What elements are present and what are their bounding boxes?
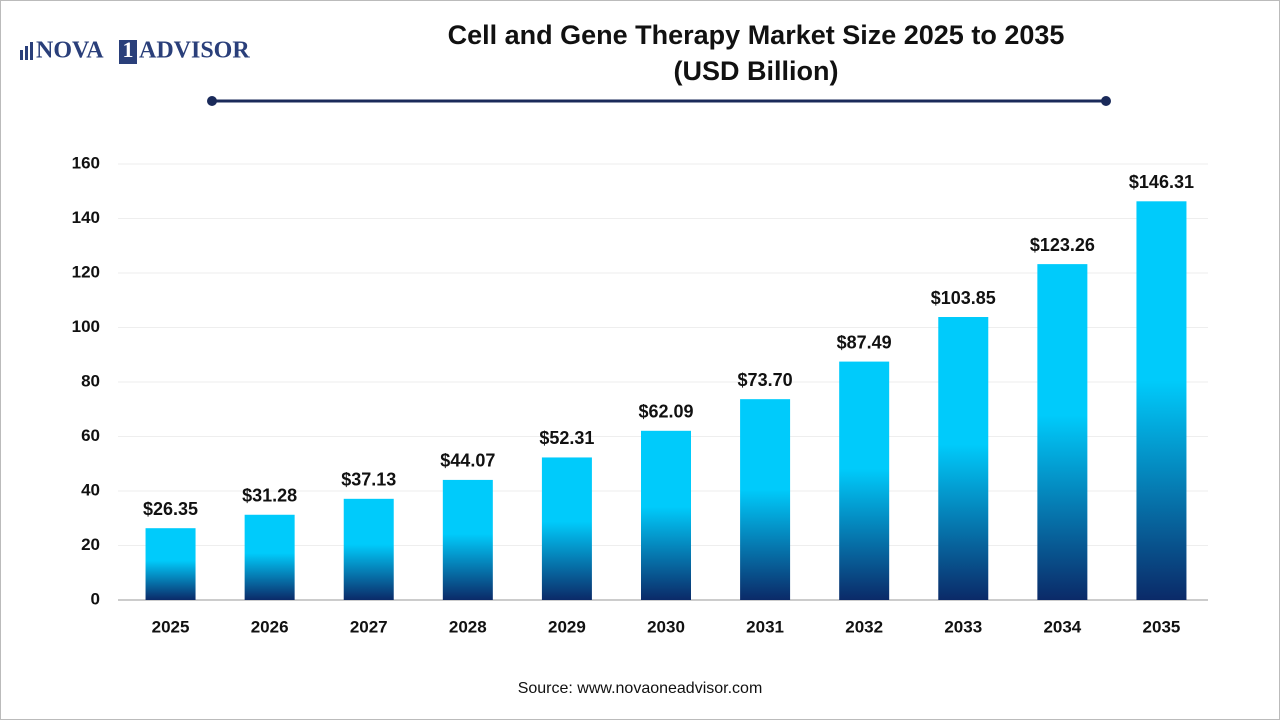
- value-label: $26.35: [143, 499, 198, 519]
- logo-icon: [30, 42, 33, 60]
- y-tick-label: 100: [72, 317, 100, 336]
- value-label: $123.26: [1030, 235, 1095, 255]
- value-label: $146.31: [1129, 172, 1194, 192]
- bar: [442, 479, 493, 600]
- value-label: $37.13: [341, 470, 396, 490]
- x-tick-label: 2028: [449, 617, 487, 636]
- value-label: $52.31: [539, 428, 594, 448]
- x-tick-label: 2030: [647, 617, 685, 636]
- bar: [839, 361, 890, 600]
- bar: [145, 528, 196, 600]
- title-rule-dot: [1101, 96, 1111, 106]
- x-tick-label: 2025: [152, 617, 190, 636]
- bar: [740, 399, 791, 600]
- chart-subtitle: (USD Billion): [674, 56, 839, 86]
- bar: [1136, 201, 1187, 601]
- x-tick-label: 2034: [1043, 617, 1081, 636]
- value-label: $103.85: [931, 288, 996, 308]
- value-label: $31.28: [242, 486, 297, 506]
- y-tick-label: 0: [91, 589, 100, 608]
- x-tick-label: 2032: [845, 617, 883, 636]
- bar: [938, 317, 989, 600]
- logo-text: 1: [123, 37, 134, 62]
- bar: [343, 498, 394, 600]
- value-label: $62.09: [638, 402, 693, 422]
- x-tick-label: 2026: [251, 617, 289, 636]
- logo-box: [119, 40, 137, 64]
- logo-icon: [20, 50, 23, 60]
- logo: NOVA 1 ADVISOR: [20, 37, 250, 64]
- x-tick-label: 2033: [944, 617, 982, 636]
- value-label: $73.70: [738, 370, 793, 390]
- bar: [541, 457, 592, 600]
- y-tick-label: 80: [81, 371, 100, 390]
- y-tick-label: 20: [81, 535, 100, 554]
- bar: [1037, 264, 1088, 600]
- bar: [641, 430, 691, 600]
- y-tick-label: 160: [72, 153, 100, 172]
- title-rule-dot: [207, 96, 217, 106]
- chart-title: Cell and Gene Therapy Market Size 2025 t…: [448, 20, 1065, 50]
- logo-icon: [25, 46, 28, 60]
- x-tick-label: 2027: [350, 617, 388, 636]
- logo-text: NOVA: [36, 38, 104, 64]
- x-tick-label: 2031: [746, 617, 784, 636]
- source: Source: www.novaoneadvisor.com: [518, 680, 763, 697]
- bar: [244, 514, 295, 600]
- y-tick-label: 40: [81, 480, 100, 499]
- value-label: $87.49: [837, 332, 892, 352]
- y-tick-label: 140: [72, 208, 100, 227]
- y-tick-label: 120: [72, 262, 100, 281]
- y-tick-label: 60: [81, 426, 100, 445]
- x-tick-label: 2029: [548, 617, 586, 636]
- x-tick-label: 2035: [1143, 617, 1181, 636]
- logo-text: ADVISOR: [139, 38, 250, 64]
- value-label: $44.07: [440, 451, 495, 471]
